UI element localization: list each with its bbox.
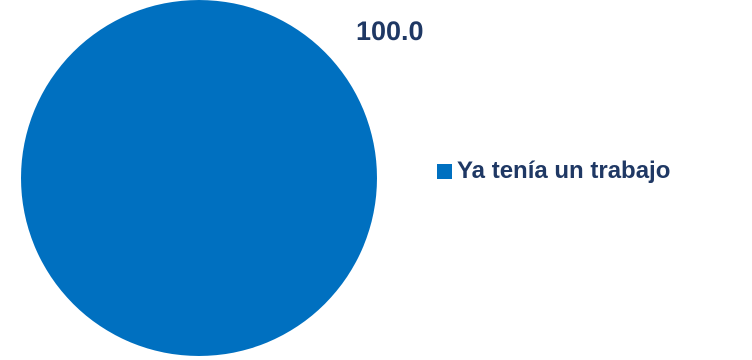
pie-slices (21, 0, 377, 356)
legend: Ya tenía un trabajo (437, 157, 670, 185)
legend-swatch (437, 163, 452, 179)
data-labels: 100.0 (356, 16, 424, 46)
pie-slice (21, 0, 377, 356)
slice-data-label: 100.0 (356, 16, 424, 46)
legend-label: Ya tenía un trabajo (457, 157, 671, 184)
